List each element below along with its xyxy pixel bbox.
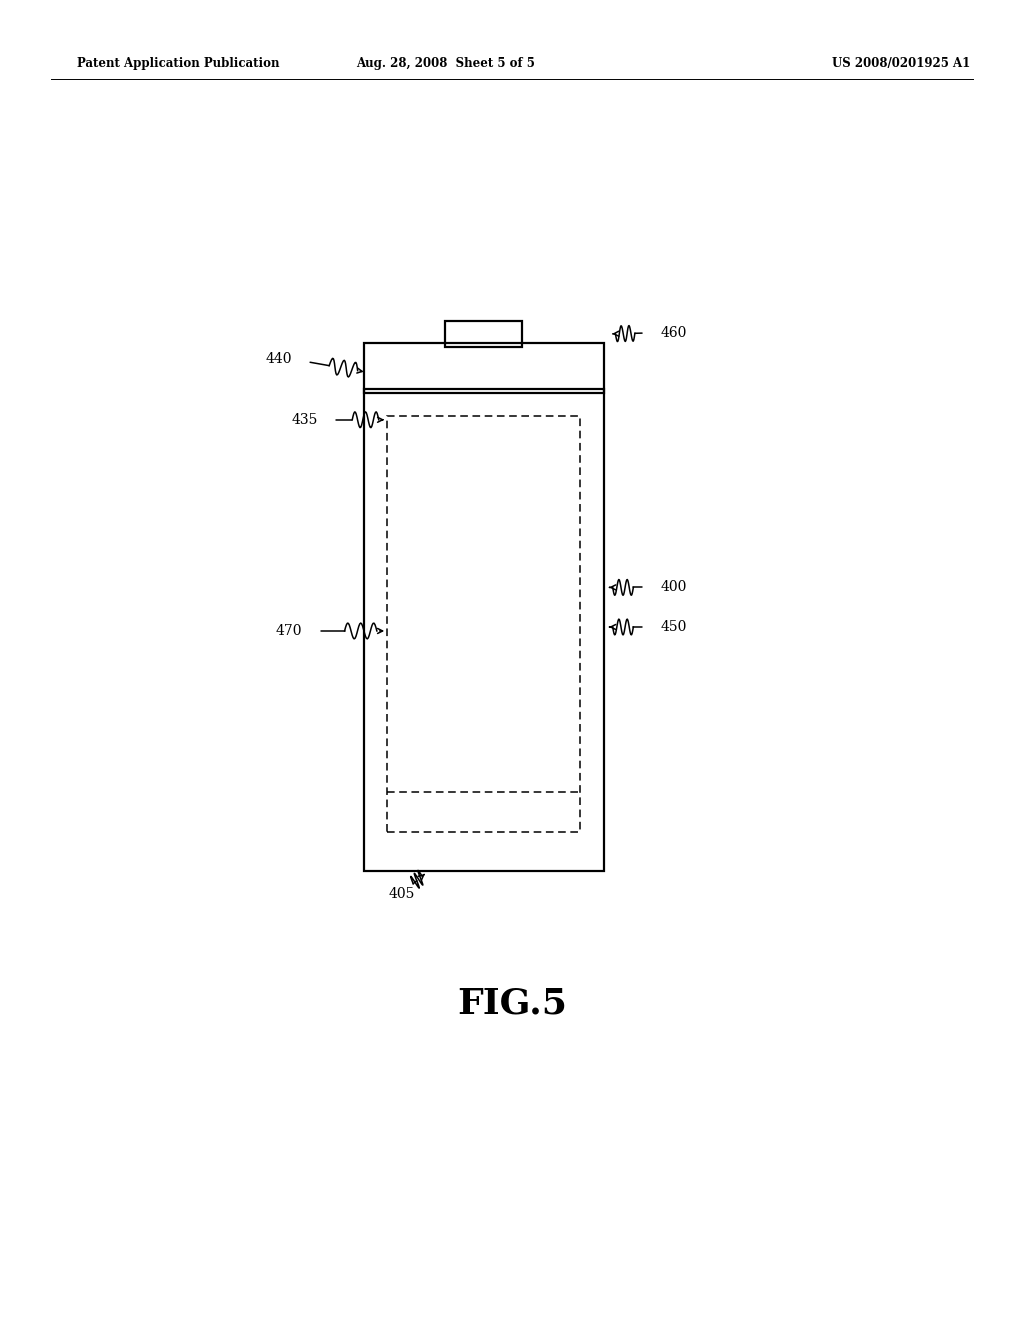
Text: 460: 460 bbox=[660, 326, 687, 339]
Bar bbox=[364, 389, 604, 871]
Text: 440: 440 bbox=[265, 352, 292, 366]
Text: 470: 470 bbox=[275, 624, 302, 638]
Text: 405: 405 bbox=[388, 887, 415, 900]
Text: Patent Application Publication: Patent Application Publication bbox=[77, 57, 280, 70]
Text: Aug. 28, 2008  Sheet 5 of 5: Aug. 28, 2008 Sheet 5 of 5 bbox=[356, 57, 535, 70]
Text: 435: 435 bbox=[291, 413, 317, 426]
Text: FIG.5: FIG.5 bbox=[457, 986, 567, 1020]
Bar bbox=[387, 416, 580, 832]
Bar bbox=[364, 343, 604, 393]
Text: 400: 400 bbox=[660, 581, 687, 594]
Text: 450: 450 bbox=[660, 620, 687, 634]
Bar bbox=[445, 321, 522, 347]
Text: US 2008/0201925 A1: US 2008/0201925 A1 bbox=[831, 57, 971, 70]
